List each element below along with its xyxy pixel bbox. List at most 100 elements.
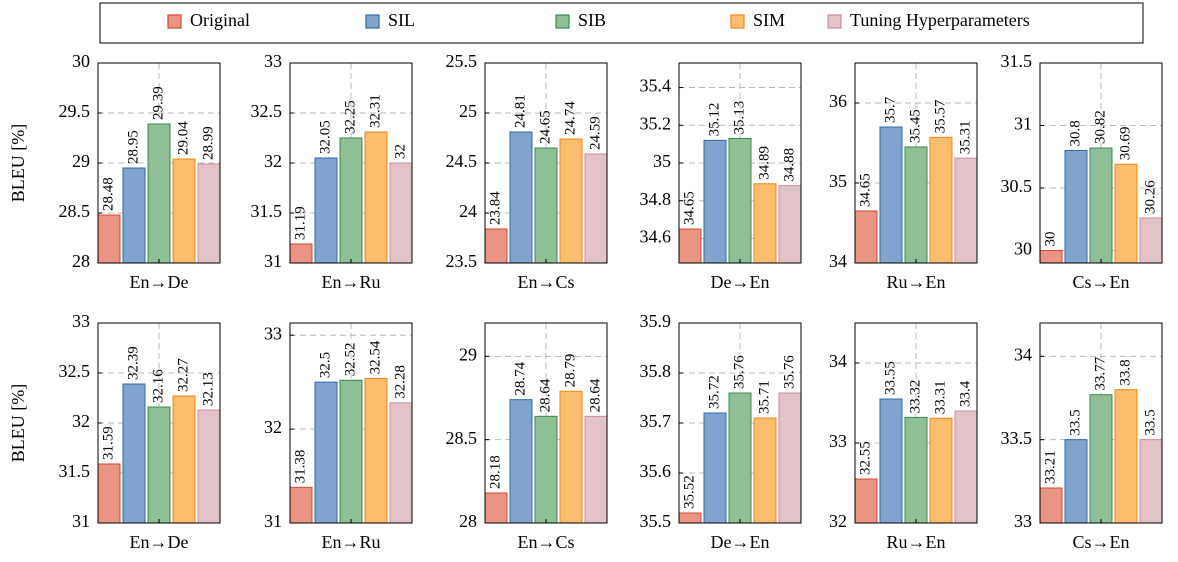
value-label: 35.31 — [957, 120, 973, 154]
bar — [364, 377, 388, 524]
value-label: 34.65 — [857, 173, 873, 207]
bar — [122, 167, 146, 264]
y-tick-label: 34.8 — [640, 189, 672, 209]
y-tick-label: 25.5 — [446, 51, 478, 71]
bar — [147, 406, 171, 524]
bar — [678, 512, 702, 524]
legend-label: SIM — [753, 10, 785, 30]
bar — [289, 243, 313, 264]
bar — [1114, 389, 1138, 524]
bar — [904, 146, 928, 264]
bar — [703, 139, 727, 264]
value-label: 33.32 — [907, 380, 923, 414]
value-label: 33.5 — [1067, 409, 1083, 435]
value-label: 32.13 — [200, 372, 216, 406]
bar — [728, 392, 752, 524]
value-label: 33.55 — [882, 361, 898, 395]
value-label: 33.31 — [932, 380, 948, 414]
value-label: 32.27 — [175, 358, 191, 392]
bar — [929, 417, 953, 524]
value-label: 34.65 — [681, 191, 697, 225]
y-tick-label: 33 — [264, 323, 282, 343]
y-tick-label: 30 — [72, 51, 90, 71]
y-tick-label: 35.2 — [640, 113, 672, 133]
bar — [172, 158, 196, 264]
bar — [584, 153, 608, 264]
value-label: 32.16 — [150, 369, 166, 403]
y-tick-label: 32 — [264, 417, 282, 437]
value-label: 35.57 — [932, 99, 948, 133]
bar — [904, 416, 928, 524]
value-label: 35.7 — [882, 96, 898, 123]
y-tick-label: 24 — [459, 201, 477, 221]
y-tick-label: 30.5 — [1001, 176, 1033, 196]
y-tick-label: 35.9 — [640, 311, 672, 331]
value-label: 23.84 — [487, 191, 503, 225]
bar — [1039, 487, 1063, 524]
bar — [484, 228, 508, 264]
value-label: 31.38 — [292, 450, 308, 484]
y-tick-label: 35.6 — [640, 461, 672, 481]
y-tick-label: 34 — [829, 351, 847, 371]
y-axis-label: BLEU [%] — [8, 124, 28, 202]
value-label: 30.8 — [1067, 120, 1083, 146]
bar — [314, 157, 338, 264]
bar — [289, 486, 313, 524]
legend-swatch — [365, 14, 380, 29]
bar — [147, 123, 171, 264]
value-label: 33.21 — [1042, 450, 1058, 484]
y-tick-label: 33 — [264, 51, 282, 71]
x-axis-label: En→De — [130, 532, 189, 552]
bar — [1064, 150, 1088, 264]
value-label: 35.12 — [706, 103, 722, 137]
y-tick-label: 33 — [72, 311, 90, 331]
value-label: 28.79 — [562, 354, 578, 388]
y-tick-label: 31 — [1014, 114, 1032, 134]
bar — [1114, 163, 1138, 264]
value-label: 31.59 — [100, 426, 116, 460]
y-tick-label: 32.5 — [59, 361, 91, 381]
y-tick-label: 34.6 — [640, 227, 672, 247]
bar — [314, 381, 338, 524]
value-label: 28.74 — [512, 361, 528, 395]
bar — [534, 147, 558, 264]
x-axis-label: En→De — [130, 272, 189, 292]
value-label: 35.71 — [756, 380, 772, 414]
bar — [339, 137, 363, 264]
value-label: 24.74 — [562, 101, 578, 135]
y-tick-label: 35 — [829, 171, 847, 191]
value-label: 29.39 — [150, 86, 166, 120]
y-tick-label: 31 — [264, 251, 282, 271]
value-label: 32.31 — [367, 94, 383, 128]
value-label: 35.76 — [781, 355, 797, 389]
bar — [509, 131, 533, 264]
y-tick-label: 31 — [264, 511, 282, 531]
legend-label: Original — [190, 10, 250, 30]
value-label: 34.88 — [781, 148, 797, 182]
y-tick-label: 35.7 — [640, 411, 672, 431]
bar — [879, 126, 903, 264]
y-tick-label: 32.5 — [251, 101, 283, 121]
value-label: 28.64 — [587, 378, 603, 412]
bar — [678, 228, 702, 264]
x-axis-label: De→En — [711, 532, 770, 552]
value-label: 24.59 — [587, 116, 603, 150]
bar — [534, 415, 558, 524]
y-tick-label: 28 — [459, 511, 477, 531]
y-tick-label: 34 — [1014, 344, 1032, 364]
bar — [854, 210, 878, 264]
y-tick-label: 31 — [72, 511, 90, 531]
x-axis-label: Cs→En — [1072, 272, 1129, 292]
x-axis-label: Ru→En — [886, 532, 945, 552]
value-label: 32.28 — [392, 365, 408, 399]
value-label: 28.95 — [125, 130, 141, 164]
bar — [703, 412, 727, 524]
legend-label: Tuning Hyperparameters — [850, 10, 1030, 30]
bar — [197, 409, 221, 524]
value-label: 33.4 — [957, 380, 973, 407]
bar — [97, 214, 121, 264]
y-tick-label: 25 — [459, 101, 477, 121]
value-label: 32 — [392, 144, 408, 159]
bar — [172, 395, 196, 524]
value-label: 30.26 — [1142, 180, 1158, 214]
